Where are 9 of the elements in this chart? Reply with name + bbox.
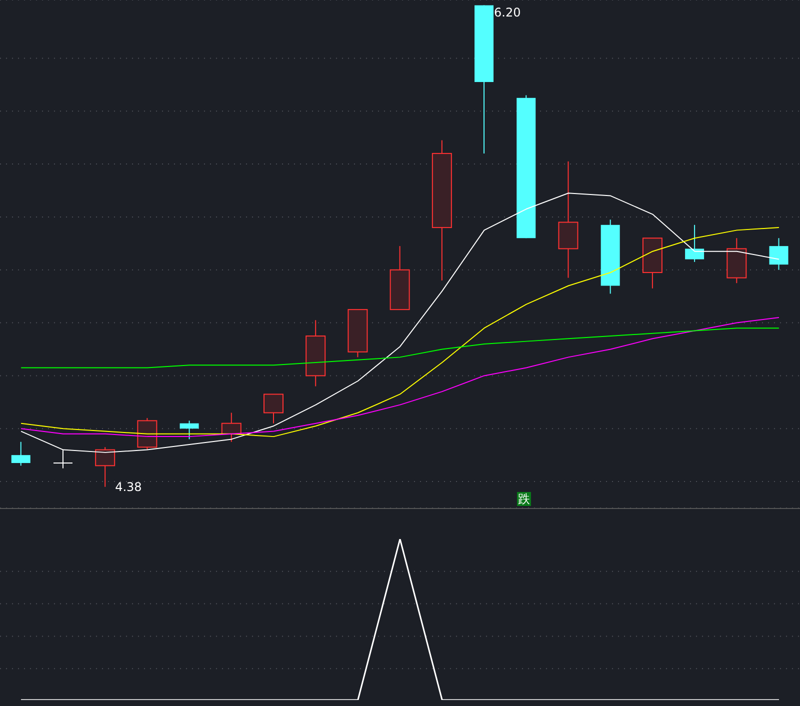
candlestick <box>264 394 284 424</box>
annotation: 跌 <box>517 492 531 506</box>
annotation: 4.38 <box>115 480 142 494</box>
candlestick <box>685 224 704 262</box>
candlestick <box>95 446 116 488</box>
annotation: 6.20 <box>494 5 521 20</box>
candlestick <box>769 238 788 270</box>
candlestick <box>180 420 199 440</box>
candlestick <box>11 441 30 466</box>
